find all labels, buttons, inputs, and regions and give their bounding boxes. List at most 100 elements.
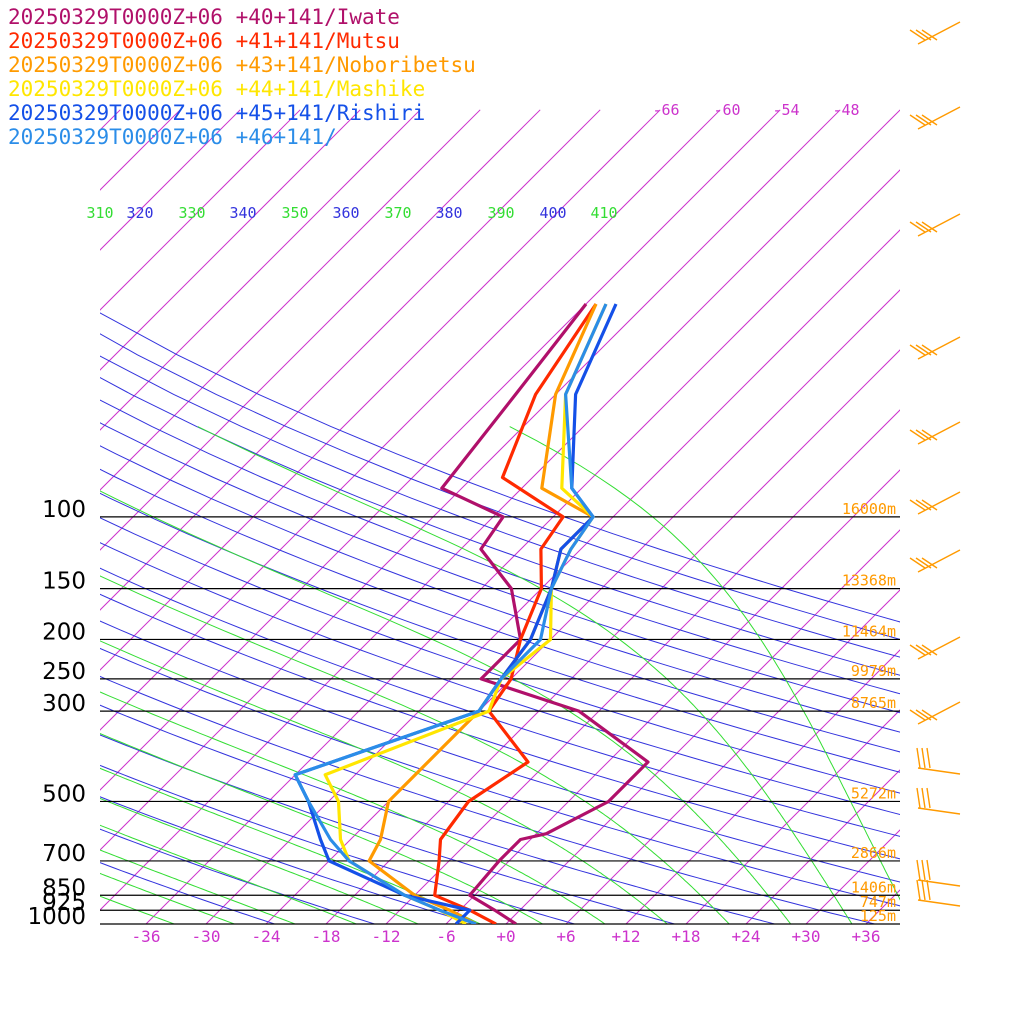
barb-flag bbox=[921, 859, 926, 881]
isotherm-line bbox=[565, 589, 900, 924]
wind-barb bbox=[909, 21, 961, 45]
barb-staff bbox=[917, 701, 961, 725]
legend-entry: 20250329T0000Z+06 +43+141/Noboribetsu bbox=[8, 53, 476, 77]
barb-flag bbox=[921, 709, 938, 721]
dry-adiabat bbox=[100, 828, 377, 924]
height-label: 1406m bbox=[851, 878, 896, 896]
barb-flag bbox=[915, 429, 932, 441]
dry-adiabat bbox=[100, 517, 900, 794]
isotherm-line bbox=[926, 110, 1024, 924]
dry-adiabat-lines bbox=[100, 312, 900, 924]
upper-temperature-labels: -66 -60 -54 -48 bbox=[652, 101, 859, 119]
barb-flag bbox=[921, 879, 926, 901]
upper-temp-label: -60 bbox=[713, 101, 740, 119]
height-label: 125m bbox=[860, 907, 896, 925]
barb-flag bbox=[921, 344, 938, 356]
wind-barb bbox=[909, 701, 961, 725]
moist-adiabat bbox=[100, 733, 544, 924]
barb-flag bbox=[909, 221, 926, 233]
legend-entry: 20250329T0000Z+06 +46+141/ bbox=[8, 125, 337, 149]
barb-staff bbox=[917, 767, 961, 775]
pressure-label: 250 bbox=[42, 659, 86, 685]
dry-adiabat bbox=[100, 567, 900, 837]
dry-adiabat bbox=[100, 593, 900, 860]
x-tick-label: +12 bbox=[612, 927, 641, 946]
theta-label: 350 bbox=[281, 204, 308, 222]
dry-adiabat bbox=[100, 620, 900, 883]
height-label: 2866m bbox=[851, 844, 896, 862]
moist-adiabat bbox=[509, 426, 900, 901]
pressure-label: 100 bbox=[42, 497, 86, 523]
dry-adiabat bbox=[100, 468, 900, 753]
wind-barb bbox=[909, 636, 961, 660]
pressure-label: 925 bbox=[42, 890, 86, 916]
series-line-2 bbox=[367, 303, 598, 924]
barb-flag bbox=[921, 787, 926, 809]
moist-adiabat bbox=[100, 797, 420, 924]
barb-flag bbox=[909, 29, 926, 41]
barb-flag bbox=[921, 499, 938, 511]
wind-barb bbox=[909, 421, 961, 445]
barb-staff bbox=[917, 879, 961, 887]
isotherm-line bbox=[100, 109, 421, 431]
barb-flag bbox=[916, 787, 921, 809]
theta-label: 410 bbox=[590, 204, 617, 222]
barb-flag bbox=[915, 709, 932, 721]
wind-barb bbox=[909, 106, 961, 130]
dry-adiabat bbox=[100, 862, 277, 924]
theta-label: 380 bbox=[435, 204, 462, 222]
barb-flag bbox=[909, 429, 926, 441]
moist-adiabat bbox=[100, 490, 792, 924]
height-label: 11464m bbox=[842, 622, 896, 640]
dry-adiabat bbox=[100, 333, 900, 640]
theta-label: 370 bbox=[384, 204, 411, 222]
theta-label: 390 bbox=[487, 204, 514, 222]
legend-entry: 20250329T0000Z+06 +41+141/Mutsu bbox=[8, 29, 400, 53]
wind-barb bbox=[916, 859, 961, 887]
barb-staff bbox=[917, 421, 961, 445]
barb-flag bbox=[916, 859, 921, 881]
dry-adiabat bbox=[100, 764, 577, 924]
barb-flag bbox=[909, 344, 926, 356]
isotherm-line bbox=[100, 109, 301, 311]
wind-barb bbox=[909, 549, 961, 573]
x-tick-label: +36 bbox=[852, 927, 881, 946]
theta-labels: 310 320 330 340 350 360 370 380 390 400 410 bbox=[86, 204, 617, 222]
dry-adiabat bbox=[100, 445, 900, 733]
barb-flag bbox=[909, 114, 926, 126]
pressure-label: 850 bbox=[42, 875, 86, 901]
dry-adiabat bbox=[100, 704, 777, 924]
dry-adiabat bbox=[100, 399, 900, 695]
wind-barb bbox=[916, 787, 961, 815]
series-line-0 bbox=[440, 303, 650, 924]
barb-flag bbox=[915, 499, 932, 511]
barb-flag bbox=[915, 221, 932, 233]
x-tick-label: +18 bbox=[672, 927, 701, 946]
sounding-series bbox=[293, 303, 650, 924]
moist-adiabat bbox=[100, 872, 236, 924]
barb-staff bbox=[917, 106, 961, 130]
pressure-label: 1000 bbox=[27, 904, 86, 930]
series-line-3 bbox=[323, 303, 608, 924]
pressure-label: 150 bbox=[42, 569, 86, 595]
barb-flag bbox=[915, 29, 932, 41]
legend: 20250329T0000Z+06 +40+141/Iwate20250329T… bbox=[8, 5, 476, 149]
wind-barb bbox=[916, 747, 961, 775]
upper-temp-label: -66 bbox=[652, 101, 679, 119]
barb-flag bbox=[921, 747, 926, 769]
barb-flag bbox=[926, 879, 931, 901]
x-tick-label: +30 bbox=[792, 927, 821, 946]
dry-adiabat bbox=[100, 675, 877, 924]
pressure-label: 700 bbox=[42, 841, 86, 867]
pressure-label: 300 bbox=[42, 691, 86, 717]
moist-adiabat bbox=[100, 575, 730, 924]
barb-flag bbox=[909, 644, 926, 656]
barb-flag bbox=[921, 29, 938, 41]
wind-barb bbox=[909, 213, 961, 237]
height-label: 747m bbox=[860, 893, 896, 911]
theta-label: 320 bbox=[126, 204, 153, 222]
barb-staff bbox=[917, 549, 961, 573]
legend-entry: 20250329T0000Z+06 +40+141/Iwate bbox=[8, 5, 400, 29]
height-label: 13368m bbox=[842, 572, 896, 590]
x-tick-label: -6 bbox=[436, 927, 455, 946]
